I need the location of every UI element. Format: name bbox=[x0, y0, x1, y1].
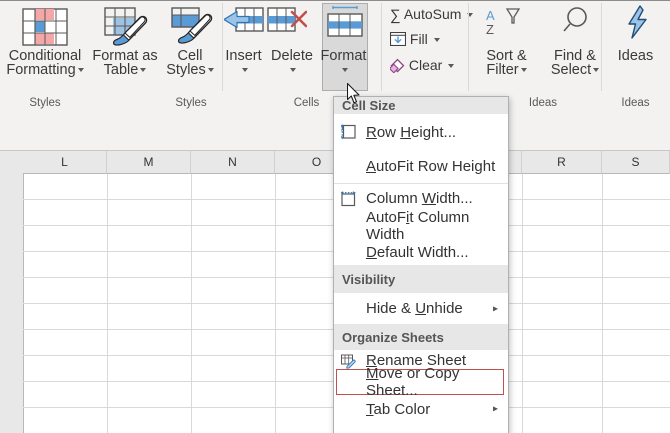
svg-text:A: A bbox=[486, 8, 495, 23]
svg-text:Z: Z bbox=[486, 22, 494, 37]
